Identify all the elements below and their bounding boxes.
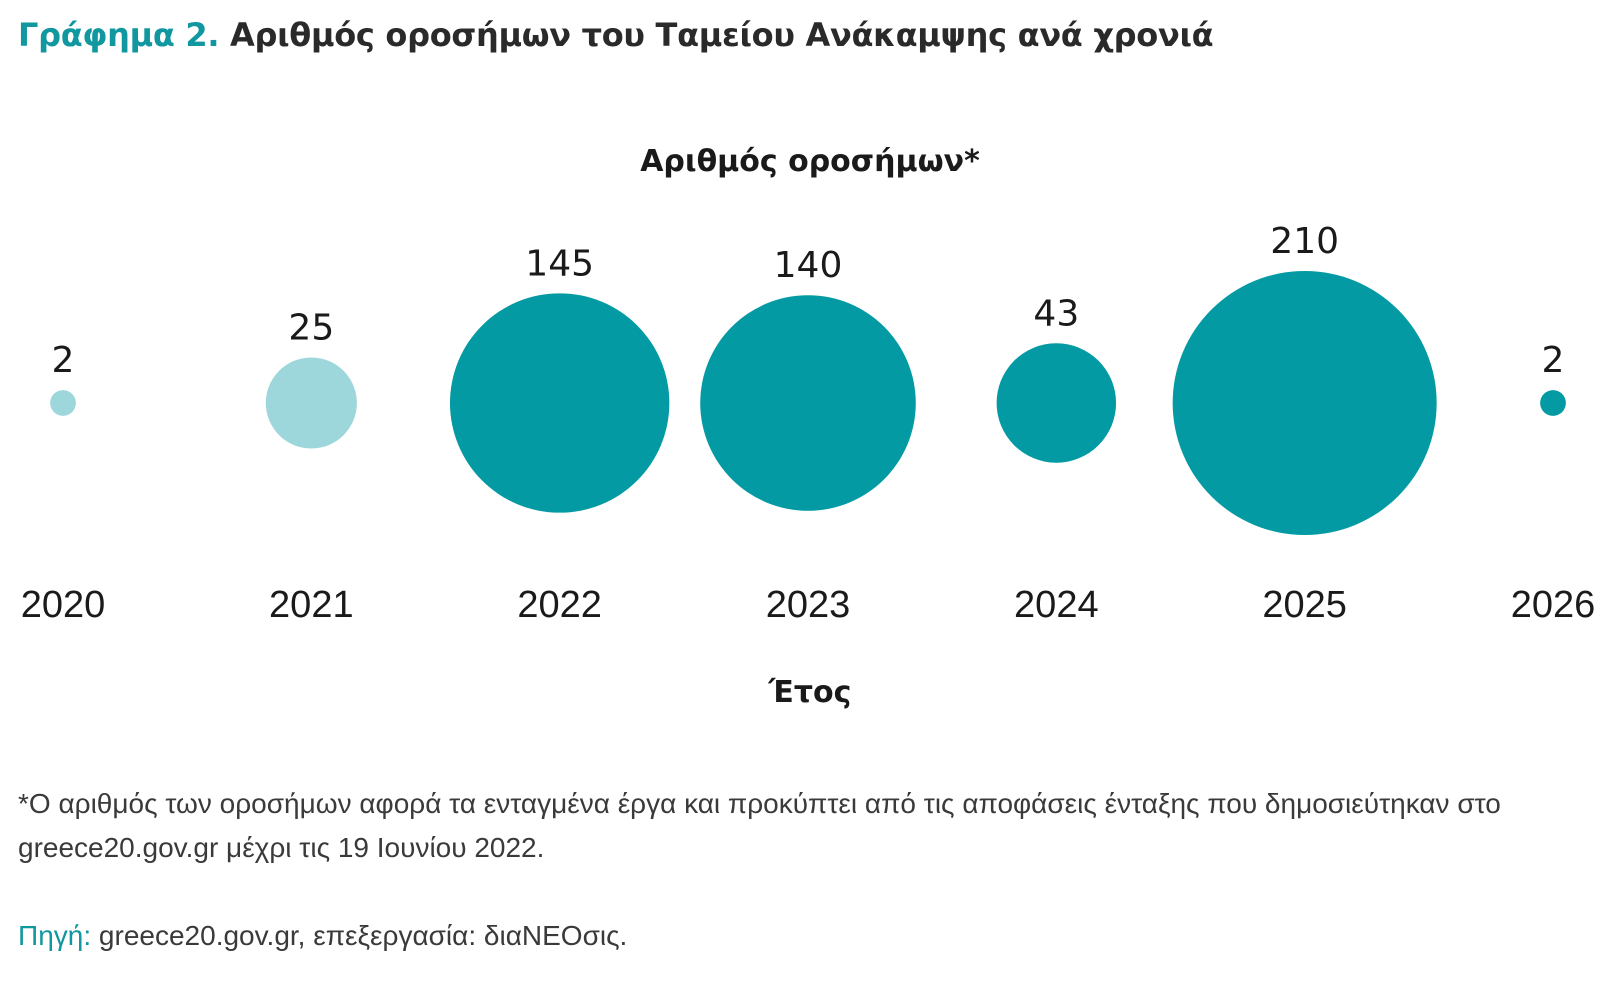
x-tick-label-2026: 2026	[1511, 584, 1596, 626]
x-tick-label-2021: 2021	[269, 584, 354, 626]
series-title: Αριθμός οροσήμων*	[640, 144, 980, 179]
value-label-2023: 140	[774, 245, 843, 286]
value-label-2022: 145	[525, 243, 594, 284]
value-label-2021: 25	[288, 307, 334, 348]
x-tick-label-2025: 2025	[1262, 584, 1347, 626]
source-label: Πηγή:	[18, 920, 92, 951]
x-axis-title: Έτος	[768, 675, 852, 710]
value-label-2024: 43	[1033, 293, 1079, 334]
value-label-2026: 2	[1542, 340, 1565, 381]
chart-heading: Αριθμός οροσήμων του Ταμείου Ανάκαμψης α…	[230, 16, 1214, 54]
bubble-chart: Αριθμός οροσήμων* 2202025202114520221402…	[21, 144, 1596, 710]
chart-title: Γράφημα 2. Αριθμός οροσήμων του Ταμείου …	[18, 16, 1214, 54]
x-tick-label-2023: 2023	[766, 584, 851, 626]
value-label-2025: 210	[1270, 221, 1339, 262]
chart-number: Γράφημα 2.	[18, 16, 220, 54]
bubble-2021	[265, 357, 357, 449]
bubble-group: 2 2020 25 2021 145 2022 140 2023 43 2024 210 2025 2 2…	[21, 221, 1596, 626]
x-tick-label-2022: 2022	[517, 584, 602, 626]
bubble-2026	[1540, 390, 1566, 416]
bubble-2025	[1172, 271, 1437, 535]
footnote: *Ο αριθμός των οροσήμων αφορά τα ενταγμέ…	[18, 788, 1501, 863]
value-label-2020: 2	[52, 340, 75, 381]
bubble-2024	[996, 343, 1117, 463]
bubble-2022	[449, 293, 670, 513]
bubble-2023	[700, 295, 916, 511]
source-line: Πηγή: greece20.gov.gr, επεξεργασία: διαΝ…	[18, 920, 627, 952]
source-text: greece20.gov.gr, επεξεργασία: διαΝΕΟσις.	[91, 920, 628, 951]
bubble-2020	[50, 390, 76, 416]
x-tick-label-2020: 2020	[21, 584, 106, 626]
x-tick-label-2024: 2024	[1014, 584, 1099, 626]
